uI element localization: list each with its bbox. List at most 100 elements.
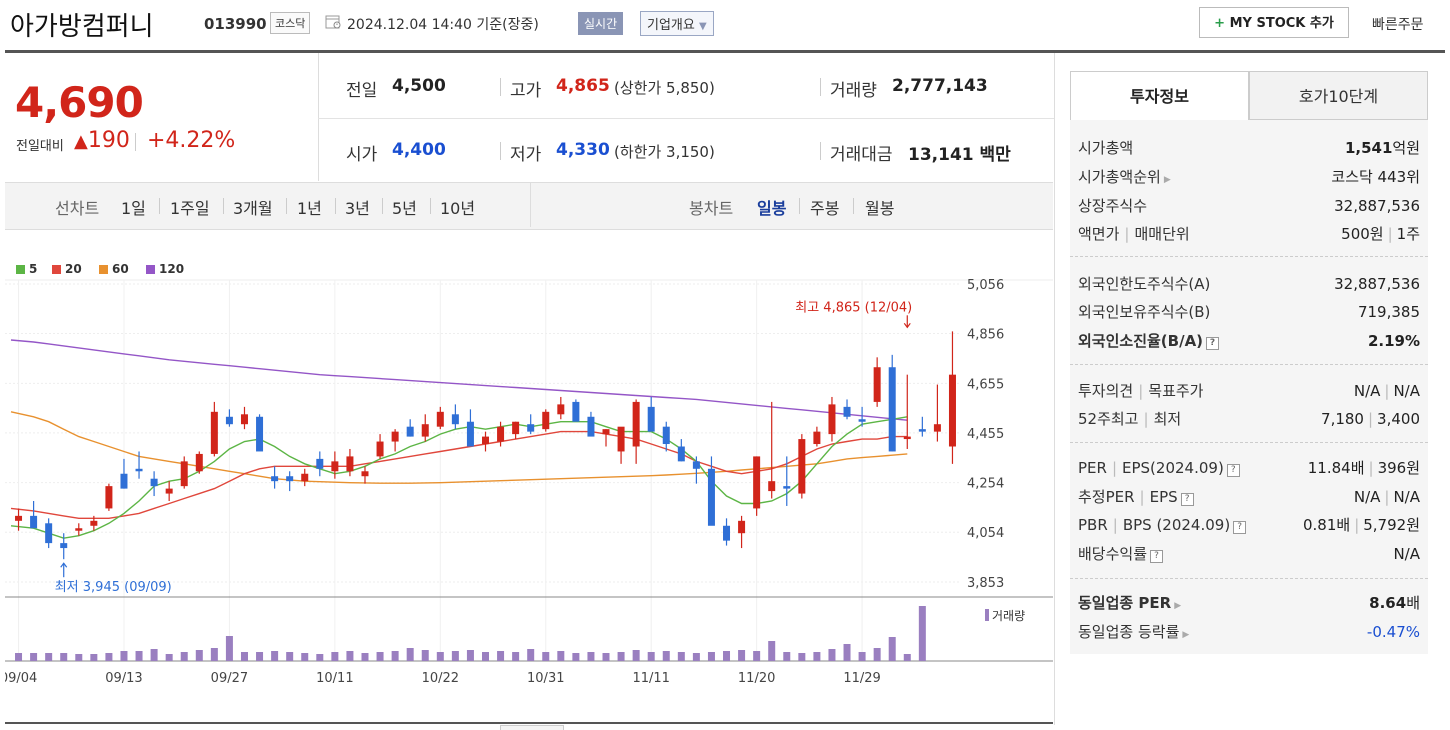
tab-orderbook-10[interactable]: 호가10단계 xyxy=(1249,71,1428,120)
prev-close-label: 전일 xyxy=(346,81,378,101)
header-divider xyxy=(5,50,1445,53)
volume-bar xyxy=(165,654,173,661)
x-tick-label: 10/11 xyxy=(316,671,353,686)
high-annotation: 최고 4,865 (12/04) xyxy=(795,300,912,315)
add-mystock-button[interactable]: + MY STOCK 추가 xyxy=(1199,7,1349,38)
foreign-ratio-label: 외국인소진율(B/A)? xyxy=(1078,330,1220,352)
candle-body xyxy=(346,456,354,472)
per-amount: 11.84배 xyxy=(1307,459,1365,477)
dividend-label: 배당수익률? xyxy=(1078,543,1164,565)
market-cap-rank-row[interactable]: 시가총액순위 ▶ 코스닥 443위 xyxy=(1078,166,1420,188)
sector-change-row[interactable]: 동일업종 등락률 ▶ -0.47% xyxy=(1078,621,1420,643)
divider: | xyxy=(1368,459,1374,477)
divider xyxy=(1070,256,1428,258)
company-info-dropdown[interactable]: 기업개요 ▼ xyxy=(640,11,714,36)
period-10y[interactable]: 10년 xyxy=(440,199,476,218)
help-icon[interactable]: ? xyxy=(1180,493,1194,506)
upper-limit: (상한가 5,850) xyxy=(614,79,715,97)
foreign-holding-value: 719,385 xyxy=(1357,303,1420,321)
volume-bar xyxy=(271,651,279,661)
candle-body xyxy=(15,515,23,521)
divider xyxy=(500,78,501,96)
realtime-button[interactable]: 실시간 xyxy=(578,12,624,35)
trade-unit-text: 매매단위 xyxy=(1134,225,1190,243)
listed-shares-label: 상장주식수 xyxy=(1078,197,1148,215)
candle-body xyxy=(105,486,113,509)
period-3y[interactable]: 3년 xyxy=(345,199,370,218)
volume-bar xyxy=(286,652,294,661)
volume-bar xyxy=(240,652,248,661)
divider xyxy=(530,183,531,227)
quick-order-link[interactable]: 빠른주문 xyxy=(1372,17,1424,33)
x-tick-label: 09/04 xyxy=(5,671,37,686)
volume-bar xyxy=(316,654,324,661)
trade-value-amount: 13,141 xyxy=(908,145,974,165)
volume-bar xyxy=(210,648,218,661)
sector-per-value: 8.64배 xyxy=(1369,592,1420,614)
52w-range-row: 52주최고 | 최저 7,180 | 3,400 xyxy=(1078,408,1420,430)
legend-ma120-label: 120 xyxy=(159,262,185,276)
divider xyxy=(1070,442,1428,444)
candle-body xyxy=(225,416,233,425)
trade-value: 13,141 백만 xyxy=(908,140,1011,165)
change-percent: +4.22% xyxy=(147,128,236,153)
52w-value: 7,180 | 3,400 xyxy=(1321,408,1420,430)
divider: | xyxy=(1354,516,1360,534)
candle-body xyxy=(30,515,38,529)
foreign-holding-row: 외국인보유주식수(B) 719,385 xyxy=(1078,301,1420,323)
period-1d[interactable]: 1일 xyxy=(121,199,146,218)
candle-body xyxy=(421,424,429,437)
dividend-value: N/A xyxy=(1393,545,1420,563)
divider xyxy=(820,78,821,96)
est-per-label: 추정PER | EPS? xyxy=(1078,486,1194,508)
candle-body xyxy=(316,458,324,469)
chart-scroll-handle[interactable] xyxy=(500,725,564,730)
candle-body xyxy=(165,488,173,494)
help-icon[interactable]: ? xyxy=(1150,550,1164,563)
volume-bar xyxy=(301,653,309,661)
period-3m[interactable]: 3개월 xyxy=(233,199,273,218)
tab-investment-info[interactable]: 투자정보 xyxy=(1070,71,1249,120)
candle-body xyxy=(286,476,294,482)
candle-body xyxy=(662,426,670,445)
period-1w[interactable]: 1주일 xyxy=(170,199,210,218)
sector-per-row[interactable]: 동일업종 PER ▶ 8.64배 xyxy=(1078,592,1420,614)
volume-bar xyxy=(783,652,791,661)
opinion-row: 투자의견 | 목표주가 N/A | N/A xyxy=(1078,380,1420,402)
chevron-right-icon: ▶ xyxy=(1174,601,1182,611)
divider: | xyxy=(1384,488,1390,506)
help-icon[interactable]: ? xyxy=(1226,464,1240,477)
divider: | xyxy=(1384,382,1390,400)
help-icon[interactable]: ? xyxy=(1206,337,1220,350)
candle-monthly[interactable]: 월봉 xyxy=(865,199,895,218)
price-chart[interactable]: 5,056 4,856 4,655 4,455 4,254 4,054 3,853 최고 4,… xyxy=(5,276,1053,722)
pbr-value: 0.81배 | 5,792원 xyxy=(1303,514,1420,536)
volume-bar xyxy=(346,651,354,661)
period-5y[interactable]: 5년 xyxy=(392,199,417,218)
volume-bar xyxy=(195,650,203,661)
volume-bar xyxy=(692,653,700,661)
target-price-text: 목표주가 xyxy=(1148,382,1204,400)
legend-swatch xyxy=(16,265,25,274)
change-amount: 190 xyxy=(87,128,130,153)
candle-body xyxy=(738,520,746,534)
est-eps-amount: N/A xyxy=(1393,488,1420,506)
help-icon[interactable]: ? xyxy=(1233,521,1247,534)
par-value-value: 500원 | 1주 xyxy=(1341,223,1420,245)
volume-bar xyxy=(707,652,715,661)
sector-per-text: 동일업종 PER xyxy=(1078,594,1172,612)
divider xyxy=(1070,364,1428,366)
legend-ma5-label: 5 xyxy=(29,262,38,276)
candle-body xyxy=(647,406,655,432)
divider: | xyxy=(1139,488,1145,506)
ma60-line xyxy=(10,411,908,484)
company-name: 아가방컴퍼니 xyxy=(10,12,154,42)
period-1y[interactable]: 1년 xyxy=(297,199,322,218)
divider: | xyxy=(1111,459,1118,477)
prev-close-value: 4,500 xyxy=(392,76,446,96)
candle-daily[interactable]: 일봉 xyxy=(757,199,787,218)
candle-weekly[interactable]: 주봉 xyxy=(810,199,840,218)
candle-body xyxy=(391,431,399,442)
pbr-text: PBR xyxy=(1078,516,1108,534)
add-mystock-label: MY STOCK 추가 xyxy=(1229,16,1334,31)
